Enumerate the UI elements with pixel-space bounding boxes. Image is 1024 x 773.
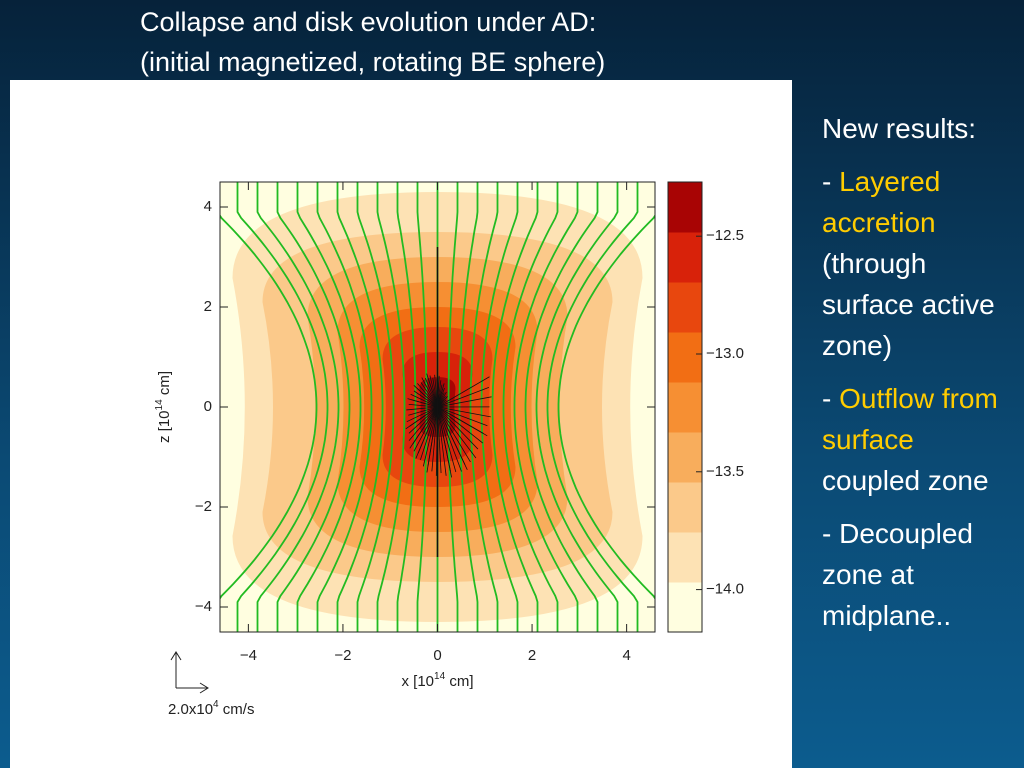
title: Collapse and disk evolution under AD: (i… <box>140 2 605 82</box>
notes-heading: New results: <box>822 108 1017 149</box>
colorbar-tick-label: −13.5 <box>706 463 744 480</box>
y-axis-label-part: z [10 <box>156 410 173 443</box>
colorbar-band <box>668 382 702 433</box>
vector-scale-label-part: 2.0x10 <box>168 701 213 718</box>
note-item: - Decoupled zone at midplane.. <box>822 513 1017 636</box>
x-tick-label: 4 <box>622 647 630 664</box>
vector-scale-label: 2.0x104 cm/s <box>168 699 254 718</box>
scale-arrow <box>171 652 208 693</box>
y-tick-label: −4 <box>195 598 212 615</box>
y-axis-label-part: 14 <box>154 399 165 411</box>
highlight: Outflow from surface <box>822 383 998 455</box>
x-tick-label: −2 <box>334 647 351 664</box>
colorbar-band <box>668 432 702 483</box>
notes: New results: - Layered accretion (throug… <box>822 108 1017 648</box>
y-tick-label: 0 <box>204 398 212 415</box>
x-tick-label: −4 <box>240 647 257 664</box>
note-text: - Decoupled zone at midplane.. <box>822 518 973 631</box>
colorbar-band <box>668 282 702 333</box>
note-item: - Outflow from surface coupled zone <box>822 378 1017 501</box>
note-text: (through surface active zone) <box>822 248 995 361</box>
x-tick-label: 0 <box>433 647 441 664</box>
x-tick-label: 2 <box>528 647 536 664</box>
colorbar-band <box>668 182 702 233</box>
x-axis-label-part: x [10 <box>402 673 435 690</box>
x-axis-label-part: 14 <box>434 671 446 682</box>
colorbar-band <box>668 332 702 383</box>
colorbar-band <box>668 482 702 533</box>
colorbar-tick-label: −12.5 <box>706 227 744 244</box>
y-tick-label: 4 <box>204 198 212 215</box>
colorbar-band <box>668 232 702 283</box>
x-axis-label-part: cm] <box>445 673 473 690</box>
y-tick-label: −2 <box>195 498 212 515</box>
note-text: - <box>822 383 839 414</box>
y-axis-label-part: cm] <box>156 371 173 399</box>
plot-area <box>218 182 658 632</box>
highlight: Layered accretion <box>822 166 940 238</box>
colorbar-band <box>668 532 702 583</box>
vector-scale-label-part: cm/s <box>219 701 255 718</box>
y-axis-label: z [1014 cm] <box>154 371 173 443</box>
note-item: - Layered accretion (through surface act… <box>822 161 1017 366</box>
colorbar-tick-label: −14.0 <box>706 581 744 598</box>
x-axis-label: x [1014 cm] <box>402 671 474 690</box>
title-line: Collapse and disk evolution under AD: <box>140 2 605 42</box>
y-tick-label: 2 <box>204 298 212 315</box>
note-text: coupled zone <box>822 465 989 496</box>
note-text: - <box>822 166 839 197</box>
title-line: (initial magnetized, rotating BE sphere) <box>140 42 605 82</box>
colorbar-tick-label: −13.0 <box>706 345 744 362</box>
